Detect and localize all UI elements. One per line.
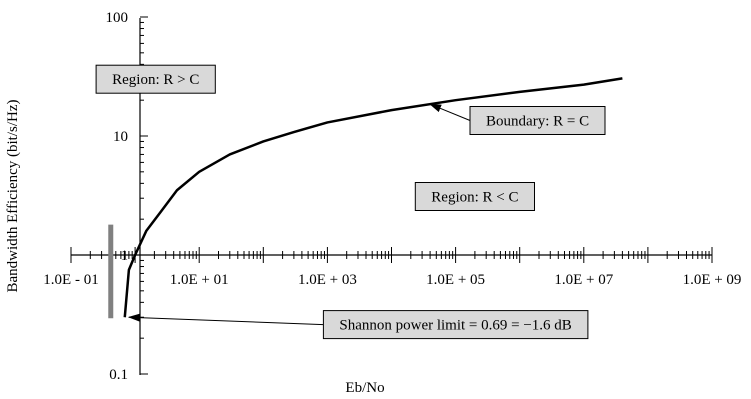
x-tick-label: 1.0E - 01 <box>43 272 98 288</box>
x-tick-label: 1.0E + 09 <box>683 272 742 288</box>
annotation-boundary: Boundary: R = C <box>429 103 606 135</box>
y-tick-label: 10 <box>113 129 128 145</box>
annotation-text: Region: R < C <box>431 190 518 206</box>
annotation-box <box>322 310 589 340</box>
x-tick-label: 1.0E + 01 <box>170 272 229 288</box>
annotation-text: Boundary: R = C <box>486 113 589 129</box>
annotation-box <box>469 106 606 135</box>
annotation-layer: Region: R > C Boundary: R = C Region: R < … <box>95 64 606 340</box>
y-axis-label: Bandwidth Efficiency (bit/s/Hz) <box>5 99 21 292</box>
x-tick-label: 1.0E + 05 <box>426 272 485 288</box>
annotation-box <box>414 182 535 211</box>
annotation-text: Shannon power limit = 0.69 = −1.6 dB <box>339 318 571 334</box>
data-layer <box>108 77 623 319</box>
annotation-region-above: Region: R > C <box>95 64 216 94</box>
x-tick-label: 1.0E + 03 <box>298 272 357 288</box>
annotation-arrow <box>429 103 471 121</box>
y-tick-label: 100 <box>106 10 129 26</box>
annotation-region-below: Region: R < C <box>414 182 535 211</box>
axes: 1.0E - 01 1.0E + 01 1.0E + 03 1.0E + 05 1.0E… <box>43 10 741 383</box>
annotation-text: Region: R > C <box>112 72 199 88</box>
annotation-box <box>95 64 216 94</box>
y-tick-label: 1 <box>121 248 129 264</box>
y-tick-label: 0.1 <box>109 367 128 383</box>
x-tick-label: 1.0E + 07 <box>554 272 613 288</box>
x-axis-label: Eb/No <box>345 380 384 396</box>
series-line <box>123 77 623 318</box>
annotation-shannon: Shannon power limit = 0.69 = −1.6 dB <box>127 310 589 340</box>
annotation-arrow <box>127 313 324 326</box>
